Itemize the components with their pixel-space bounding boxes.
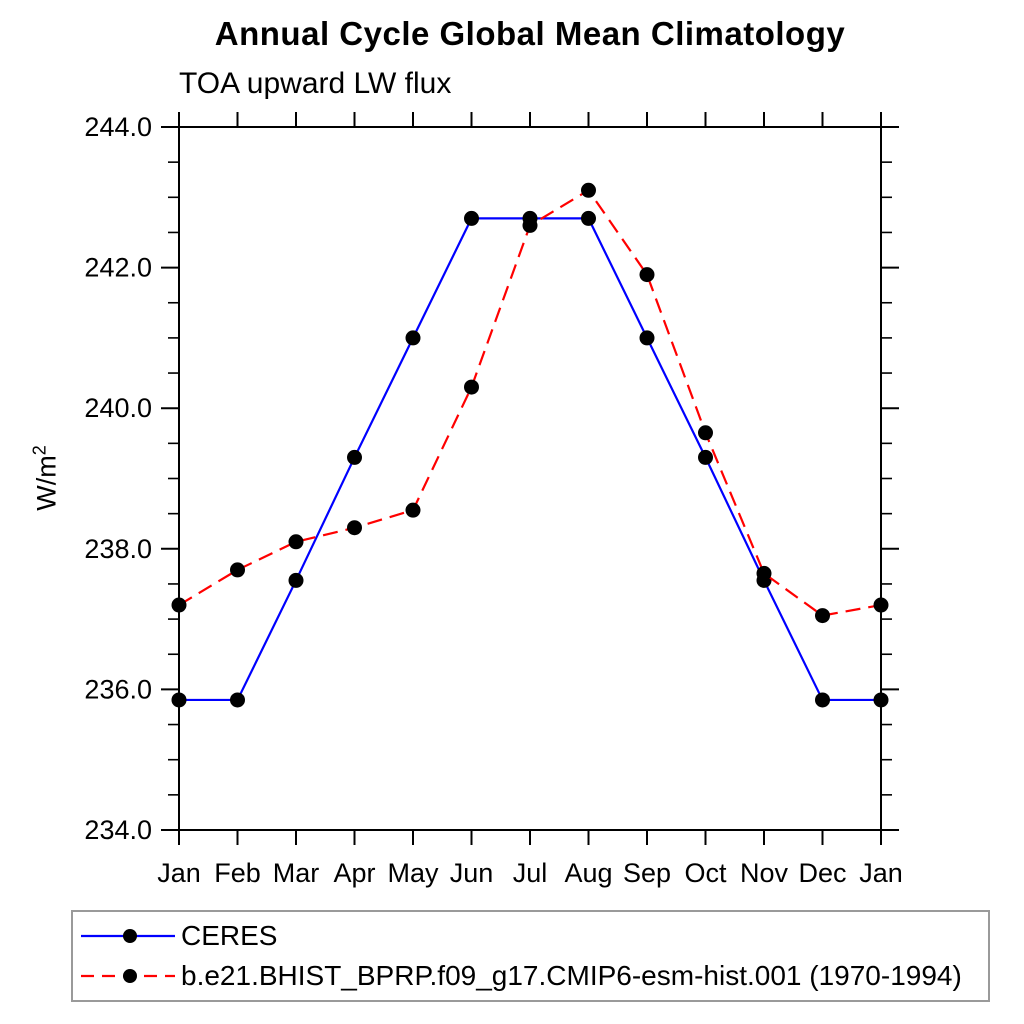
data-point-marker [581, 210, 596, 226]
data-point-marker [873, 692, 889, 708]
chart-subtitle: TOA upward LW flux [179, 67, 452, 100]
data-point-marker [171, 692, 187, 708]
legend-key-line-model [81, 969, 175, 983]
x-tick-label: Nov [740, 858, 789, 888]
legend-item-model: b.e21.BHIST_BPRP.f09_g17.CMIP6-esm-hist.… [77, 958, 988, 994]
data-point-marker [464, 379, 479, 395]
y-tick-label: 238.0 [84, 534, 152, 564]
data-point-marker [288, 572, 304, 588]
x-tick-label: Aug [564, 858, 612, 888]
series-line-1 [178, 188, 882, 617]
legend-marker-dot [123, 929, 137, 943]
series-line-0 [179, 217, 881, 702]
x-tick-label: Dec [798, 858, 846, 888]
data-point-marker [405, 502, 421, 518]
data-point-marker [522, 217, 538, 233]
data-point-marker [815, 692, 830, 708]
x-tick-label: Jan [157, 858, 201, 888]
data-point-marker [171, 597, 187, 613]
x-tick-label: May [387, 858, 439, 888]
data-point-marker [698, 449, 713, 465]
x-tick-label: Jun [450, 858, 494, 888]
data-point-marker [230, 692, 245, 708]
y-tick-label: 240.0 [84, 393, 152, 423]
legend-marker-dot [123, 969, 137, 983]
y-tick-label: 244.0 [84, 112, 152, 142]
y-tick-label: 234.0 [84, 815, 152, 845]
data-point-marker [464, 210, 479, 226]
x-tick-label: Mar [273, 858, 320, 888]
plot-frame [178, 126, 882, 831]
data-point-marker [288, 534, 304, 550]
x-tick-label: Apr [333, 858, 375, 888]
data-point-marker [815, 608, 830, 624]
x-tick-label: Feb [214, 858, 261, 888]
legend-key-line-ceres [81, 929, 175, 943]
data-point-marker [873, 597, 889, 613]
legend-label-model: b.e21.BHIST_BPRP.f09_g17.CMIP6-esm-hist.… [181, 960, 962, 991]
legend: CERES b.e21.BHIST_BPRP.f09_g17.CMIP6-esm… [71, 910, 990, 1002]
y-tick-label: 242.0 [84, 253, 152, 283]
x-tick-label: Jul [513, 858, 548, 888]
y-tick-label: 236.0 [84, 674, 152, 704]
x-tick-label: Oct [684, 858, 727, 888]
legend-label-ceres: CERES [181, 920, 278, 951]
chart-title: Annual Cycle Global Mean Climatology [214, 15, 846, 52]
data-point-marker [347, 520, 362, 536]
data-point-marker [230, 562, 245, 578]
data-point-marker [639, 330, 655, 346]
legend-item-ceres: CERES [77, 918, 988, 954]
data-point-marker [698, 425, 713, 441]
data-point-marker [756, 565, 772, 581]
data-point-marker [405, 330, 421, 346]
data-point-marker [347, 449, 362, 465]
x-tick-label: Jan [859, 858, 903, 888]
data-point-marker [581, 182, 596, 198]
x-tick-label: Sep [623, 858, 671, 888]
data-point-marker [639, 267, 655, 283]
